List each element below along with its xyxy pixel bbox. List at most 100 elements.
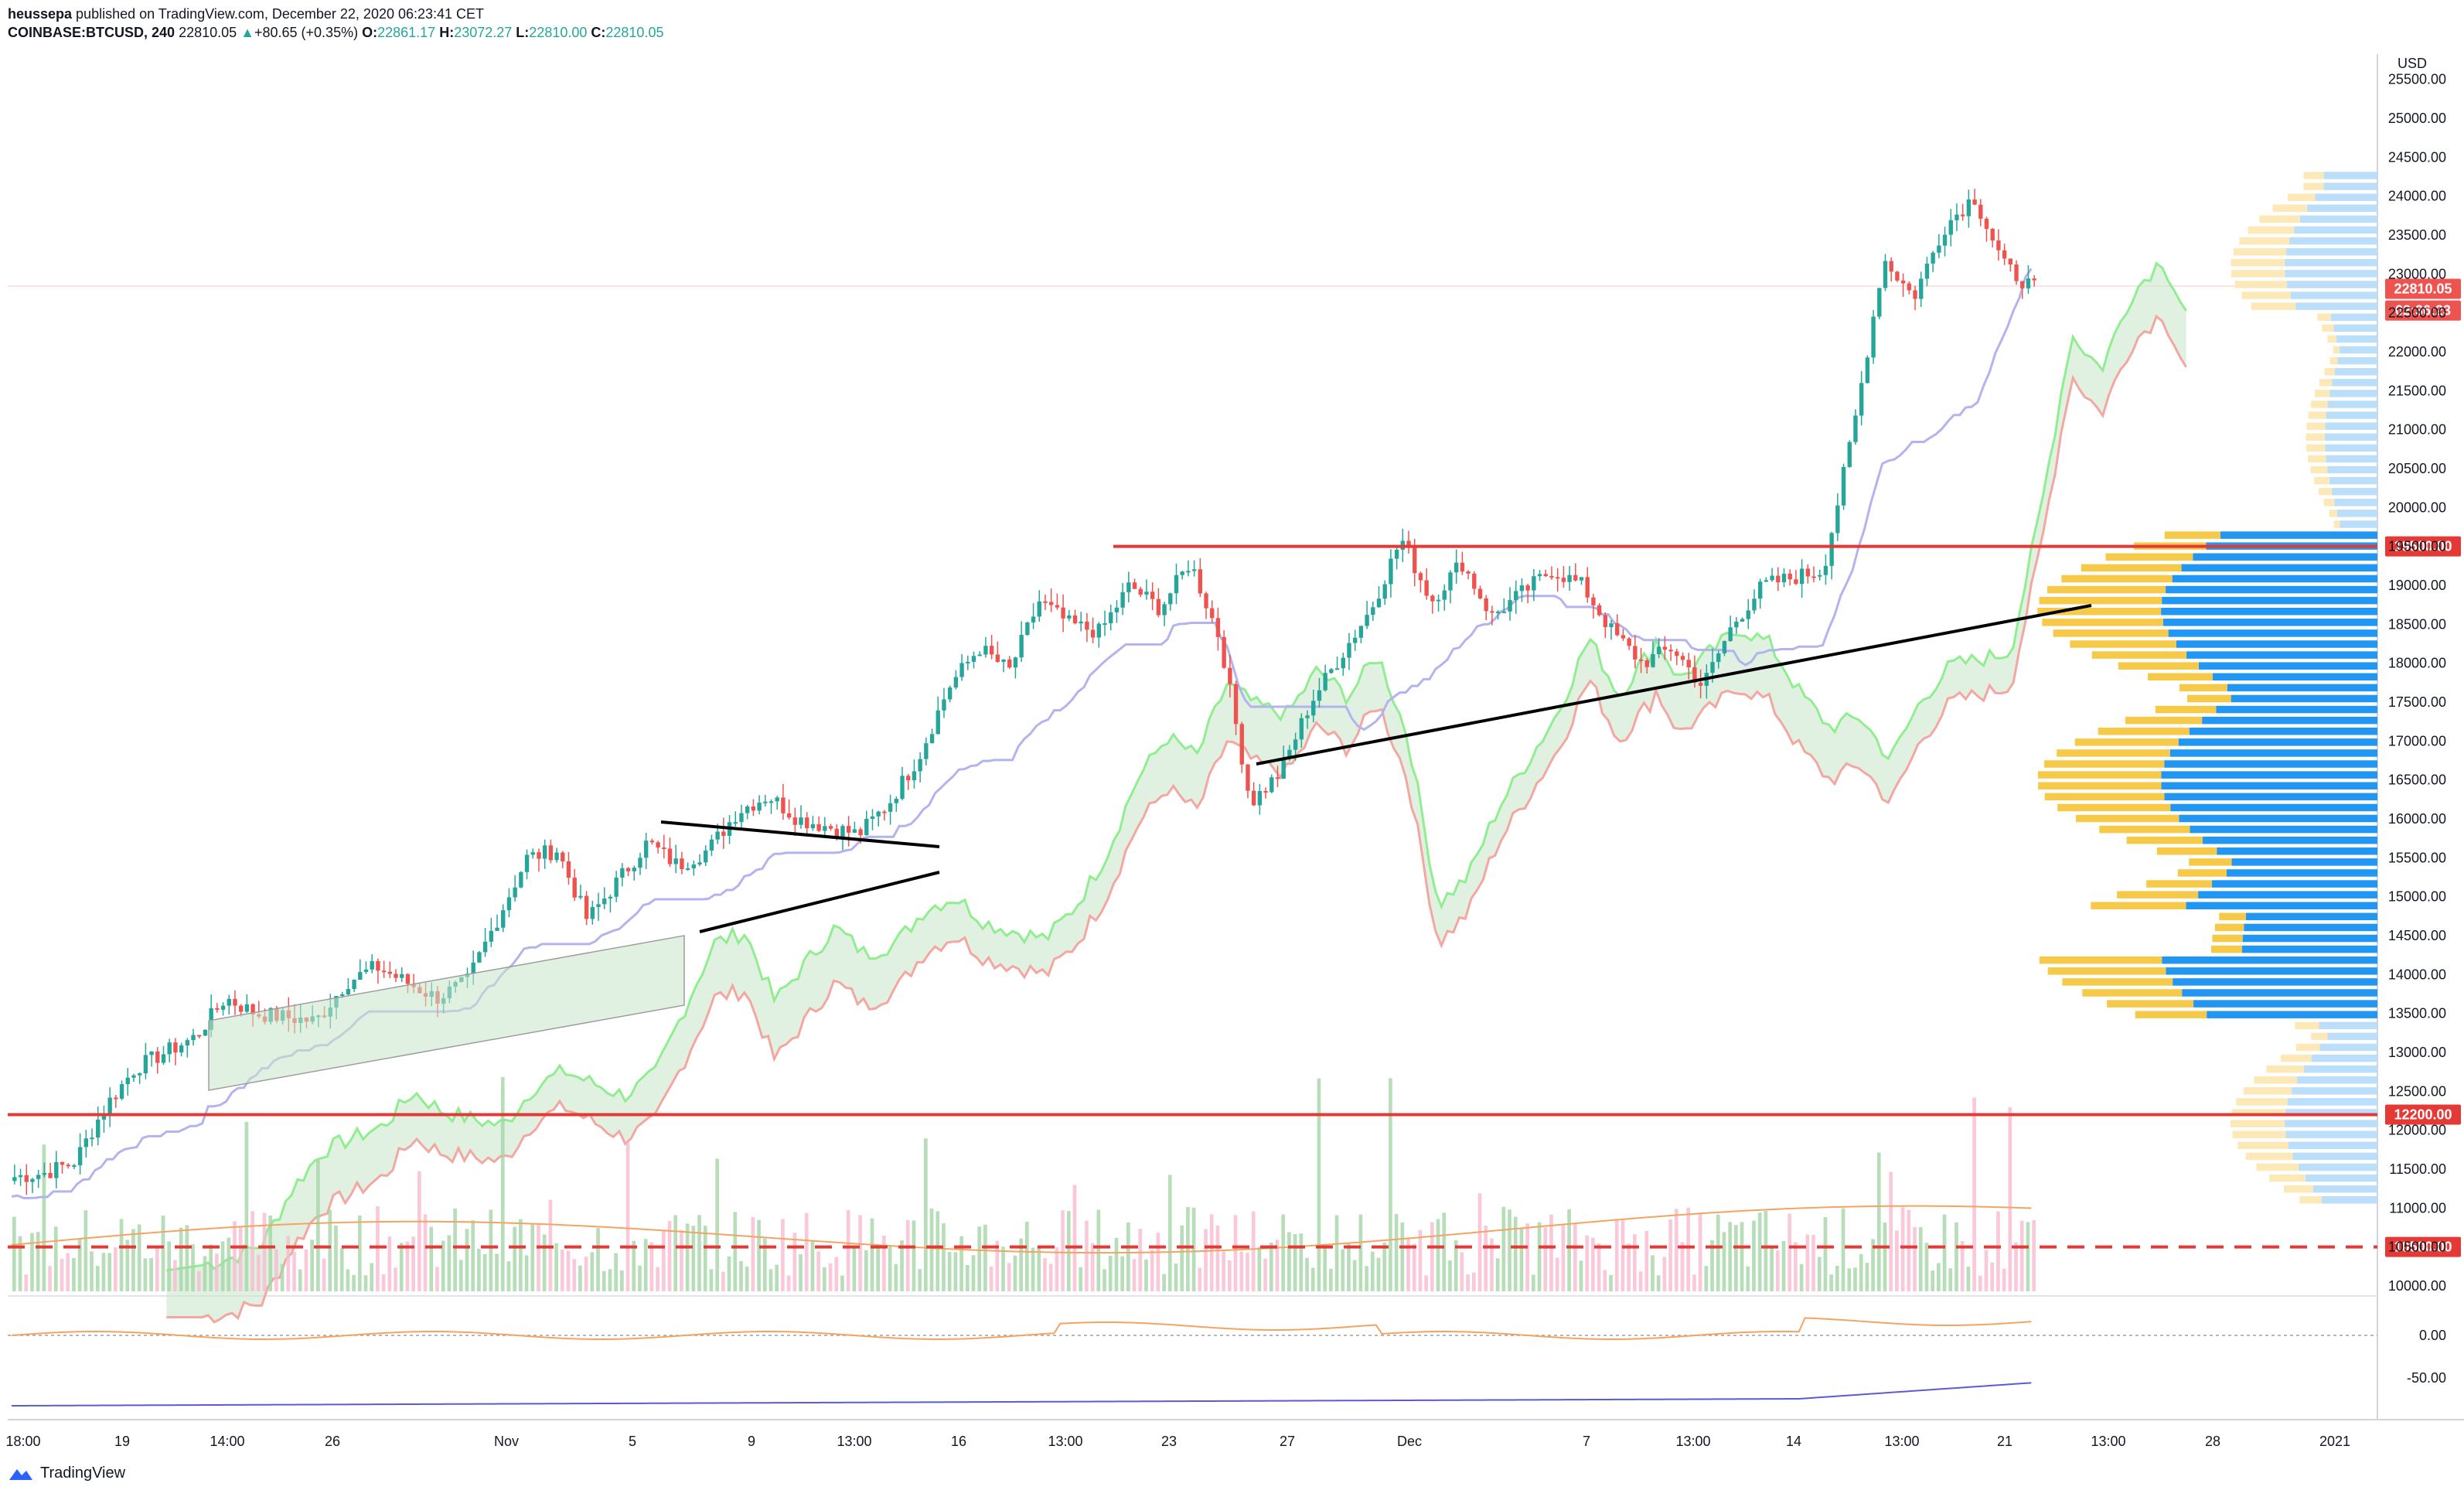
candle-body: [370, 961, 374, 970]
vp-bar-up: [2047, 585, 2166, 594]
y-tick-label: 14000.00: [2388, 967, 2446, 982]
candle-body: [1334, 668, 1340, 670]
author-name[interactable]: heussepa: [8, 6, 73, 22]
vp-bar-up: [2327, 335, 2336, 343]
volume-bar: [1138, 1229, 1143, 1291]
trend-drawings: [208, 604, 2092, 1091]
candle-body: [548, 845, 554, 861]
vp-bar-up: [2231, 1109, 2285, 1117]
y-tick-label: 25000.00: [2388, 111, 2446, 126]
candle-body: [363, 969, 369, 973]
vp-bar-down: [2226, 869, 2377, 877]
candle-body: [1847, 442, 1852, 467]
vp-bar-down: [2173, 978, 2377, 986]
tradingview-logo[interactable]: TradingView: [8, 1465, 125, 1482]
volume-bar: [1573, 1224, 1577, 1291]
candle-body: [810, 824, 816, 829]
candle-body: [1454, 562, 1459, 573]
volume-bar: [745, 1266, 749, 1291]
candle-body: [1096, 623, 1102, 638]
candle-body: [1561, 578, 1566, 582]
candle-body: [757, 802, 762, 811]
vp-bar-down: [2332, 379, 2377, 387]
vp-bar-up: [2295, 1021, 2319, 1030]
volume-bar: [1698, 1212, 1702, 1291]
vp-bar-down: [2217, 847, 2377, 855]
volume-bar: [1614, 1219, 1619, 1291]
volume-bar: [1466, 1274, 1470, 1291]
vp-bar-down: [2242, 945, 2377, 953]
candle-body: [1263, 791, 1268, 793]
candle-body: [1299, 718, 1304, 740]
candle-body: [42, 1172, 47, 1175]
volume-bar: [572, 1259, 577, 1291]
vp-bar-down: [2329, 476, 2377, 485]
vp-bar-up: [2126, 836, 2203, 844]
vp-bar-down: [2182, 989, 2377, 997]
candle-body: [1567, 575, 1572, 582]
vp-bar-down: [2334, 367, 2377, 376]
volume-bar: [417, 1171, 421, 1291]
candle-body: [959, 663, 964, 677]
volume-bar: [2014, 1242, 2018, 1291]
volume-bar: [167, 1241, 172, 1291]
candle-body: [1675, 651, 1679, 656]
vp-bar-down: [2207, 1011, 2377, 1018]
candle-body: [1508, 600, 1512, 612]
volume-bar: [1418, 1229, 1423, 1291]
candle-body: [1061, 607, 1065, 619]
vp-bar-down: [2231, 858, 2377, 866]
y-tick-label: 12500.00: [2388, 1083, 2446, 1099]
candle-body: [1788, 573, 1792, 580]
vp-bar-down: [2202, 836, 2377, 844]
candle-body: [614, 877, 619, 897]
volume-bar: [1532, 1274, 1535, 1291]
candle-body: [1341, 657, 1345, 669]
volume-bar: [1490, 1238, 1494, 1291]
volume-bar: [1757, 1212, 1762, 1291]
candle-body: [203, 1029, 208, 1036]
volume-bar: [72, 1257, 76, 1291]
volume-bar: [537, 1223, 540, 1291]
candle-body: [1037, 601, 1041, 617]
volume-bar: [1746, 1266, 1750, 1291]
volume-bar: [1180, 1225, 1184, 1291]
candle-body: [1275, 777, 1280, 779]
vp-bar-up: [2287, 193, 2316, 201]
volume-bar: [1412, 1243, 1416, 1291]
volume-bar: [792, 1233, 797, 1291]
candle-body: [966, 661, 970, 663]
vp-bar-up: [2295, 1043, 2320, 1052]
volume-bar: [1382, 1242, 1387, 1291]
volume-bar: [876, 1246, 881, 1291]
volume-bar: [256, 1254, 261, 1291]
volume-bar: [1305, 1257, 1309, 1291]
symbol-label[interactable]: COINBASE:BTCUSD, 240: [8, 25, 176, 40]
volume-bar: [1966, 1267, 1971, 1291]
vp-bar-down: [2307, 204, 2377, 213]
volume-bar: [286, 1236, 291, 1291]
price-badge: [2385, 1236, 2461, 1257]
volume-bar: [1228, 1260, 1232, 1291]
volume-bar: [1025, 1221, 1029, 1291]
vp-bar-up: [2308, 455, 2326, 463]
candle-body: [1865, 357, 1870, 384]
candle-body: [1514, 591, 1518, 601]
vp-bar-up: [2082, 989, 2183, 997]
candle-body: [662, 847, 666, 850]
x-tick-label: 16: [951, 1434, 966, 1449]
volume-bar: [1406, 1237, 1410, 1291]
candle-body: [977, 654, 982, 656]
volume-bar: [1978, 1275, 1982, 1291]
volume-bar: [703, 1226, 707, 1291]
vp-bar-down: [2334, 499, 2377, 506]
volume-bar: [1984, 1250, 1989, 1291]
candle-body: [1919, 278, 1924, 299]
vp-bar-up: [2329, 510, 2338, 517]
volume-bar: [786, 1275, 791, 1291]
volume-bar: [268, 1215, 273, 1291]
vp-bar-up: [2232, 1130, 2286, 1138]
volume-bar: [209, 1244, 213, 1291]
candle-body: [1394, 549, 1399, 559]
